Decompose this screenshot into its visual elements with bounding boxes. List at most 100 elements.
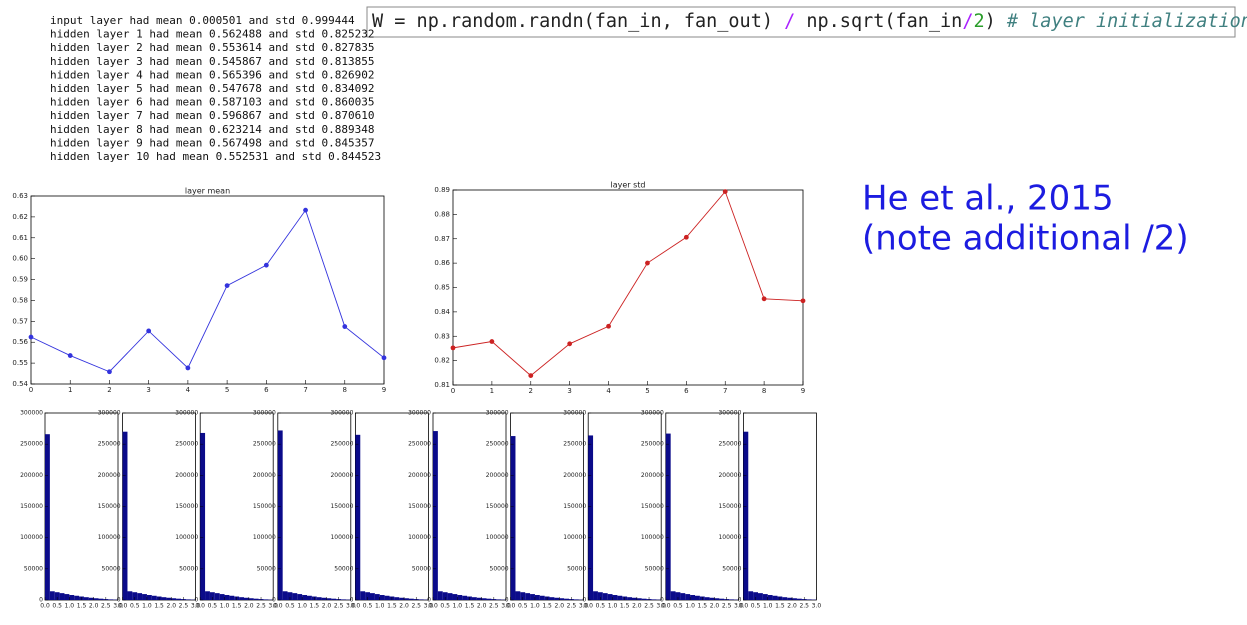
y-tick-label: 150000 bbox=[718, 503, 741, 510]
y-tick-label: 300000 bbox=[486, 410, 509, 417]
histogram-bar bbox=[787, 597, 793, 600]
histogram-bar bbox=[510, 436, 516, 600]
histogram-bar bbox=[74, 595, 80, 600]
x-tick-label: 0.5 bbox=[596, 603, 606, 610]
y-tick-label: 200000 bbox=[486, 472, 509, 479]
x-tick-label: 2.5 bbox=[334, 603, 344, 610]
log-line: input layer had mean 0.000501 and std 0.… bbox=[50, 14, 355, 27]
y-tick-label: 300000 bbox=[20, 410, 43, 417]
x-tick-label: 2.5 bbox=[799, 603, 809, 610]
x-tick-label: 0.0 bbox=[739, 603, 749, 610]
histogram-bar bbox=[292, 593, 298, 600]
y-tick-label: 250000 bbox=[20, 441, 43, 448]
histogram-bar bbox=[685, 594, 691, 600]
y-tick-label: 100000 bbox=[253, 534, 276, 541]
x-tick-label: 2 bbox=[529, 387, 533, 395]
y-tick-label: 100000 bbox=[330, 534, 353, 541]
x-tick-label: 2.5 bbox=[256, 603, 266, 610]
histogram-bar bbox=[452, 594, 458, 600]
x-tick-label: 2.5 bbox=[567, 603, 577, 610]
histogram-bar bbox=[481, 598, 487, 600]
histogram-bar bbox=[185, 599, 191, 600]
x-tick-label: 2.0 bbox=[554, 603, 564, 610]
x-tick-label: 1.0 bbox=[530, 603, 540, 610]
histogram-bar bbox=[205, 591, 210, 600]
histogram-bar bbox=[792, 598, 797, 600]
y-tick-label: 0 bbox=[117, 597, 121, 604]
histogram-bar bbox=[573, 599, 579, 600]
x-tick-label: 9 bbox=[801, 387, 805, 395]
y-tick-label: 150000 bbox=[641, 503, 664, 510]
histogram-bar bbox=[758, 593, 763, 600]
plot-frame bbox=[452, 189, 804, 386]
x-tick-label: 5 bbox=[645, 387, 649, 395]
histogram-bar bbox=[641, 598, 647, 600]
data-point bbox=[303, 207, 308, 213]
histogram-bar bbox=[331, 598, 337, 600]
y-tick-label: 0.89 bbox=[434, 186, 450, 194]
histogram-bar bbox=[239, 597, 244, 600]
x-tick-label: 0.5 bbox=[363, 603, 373, 610]
histogram-bar bbox=[93, 598, 99, 600]
histogram-bar bbox=[559, 598, 565, 600]
x-tick-label: 3.0 bbox=[113, 603, 123, 610]
y-tick-label: 250000 bbox=[408, 441, 431, 448]
histogram-bar bbox=[496, 599, 502, 600]
x-tick-label: 2.0 bbox=[399, 603, 409, 610]
y-tick-label: 200000 bbox=[641, 472, 664, 479]
y-tick-label: 150000 bbox=[20, 503, 43, 510]
histogram-bar bbox=[69, 595, 75, 600]
y-tick-label: 0 bbox=[39, 597, 43, 604]
y-tick-label: 250000 bbox=[718, 441, 741, 448]
y-tick-label: 0.54 bbox=[12, 380, 28, 388]
histogram-bar bbox=[753, 592, 758, 600]
x-tick-label: 9 bbox=[382, 386, 386, 394]
y-tick-label: 300000 bbox=[641, 410, 664, 417]
y-tick-label: 0 bbox=[505, 597, 509, 604]
histogram-bar bbox=[539, 595, 545, 600]
histogram-bar bbox=[384, 595, 390, 600]
y-tick-label: 250000 bbox=[98, 441, 121, 448]
y-tick-label: 0.63 bbox=[12, 192, 28, 200]
data-point bbox=[800, 298, 806, 304]
histogram-bar bbox=[394, 597, 400, 600]
code-token: ) bbox=[985, 11, 1007, 32]
histogram-bar bbox=[171, 598, 177, 600]
x-tick-label: 6 bbox=[264, 386, 269, 394]
histogram-bar bbox=[719, 598, 725, 600]
x-tick-label: 1.0 bbox=[685, 603, 695, 610]
histogram-bar bbox=[772, 595, 778, 600]
data-point bbox=[761, 296, 767, 302]
x-tick-label: 1.5 bbox=[542, 603, 552, 610]
x-tick-label: 2.0 bbox=[632, 603, 642, 610]
histogram-bar bbox=[767, 595, 773, 600]
histogram-bar bbox=[714, 598, 720, 600]
plot-frame bbox=[354, 412, 429, 601]
histogram-bar bbox=[520, 592, 526, 600]
y-tick-label: 0 bbox=[660, 597, 664, 604]
histogram-bar bbox=[607, 594, 613, 600]
log-line: hidden layer 1 had mean 0.562488 and std… bbox=[50, 28, 375, 41]
data-point bbox=[450, 345, 456, 351]
x-tick-label: 2.5 bbox=[722, 603, 732, 610]
x-tick-label: 1.0 bbox=[65, 603, 75, 610]
histogram-bar bbox=[302, 595, 307, 600]
x-tick-label: 1.0 bbox=[608, 603, 618, 610]
y-tick-label: 200000 bbox=[718, 472, 741, 479]
x-tick-label: 0.0 bbox=[583, 603, 593, 610]
histogram-bar bbox=[762, 594, 768, 600]
histogram-bar bbox=[374, 594, 380, 600]
y-tick-label: 150000 bbox=[330, 503, 353, 510]
y-tick-label: 200000 bbox=[330, 472, 353, 479]
x-tick-label: 1.5 bbox=[465, 603, 475, 610]
x-tick-label: 1.0 bbox=[142, 603, 152, 610]
x-tick-label: 8 bbox=[762, 387, 766, 395]
histogram-bar bbox=[277, 430, 283, 600]
histogram-bar bbox=[88, 597, 94, 600]
histogram-bar bbox=[457, 595, 463, 600]
histogram-bar bbox=[597, 592, 603, 600]
y-tick-label: 50000 bbox=[24, 565, 43, 572]
y-tick-label: 0.60 bbox=[12, 255, 28, 263]
x-tick-label: 0.5 bbox=[673, 603, 683, 610]
y-tick-label: 250000 bbox=[253, 441, 276, 448]
